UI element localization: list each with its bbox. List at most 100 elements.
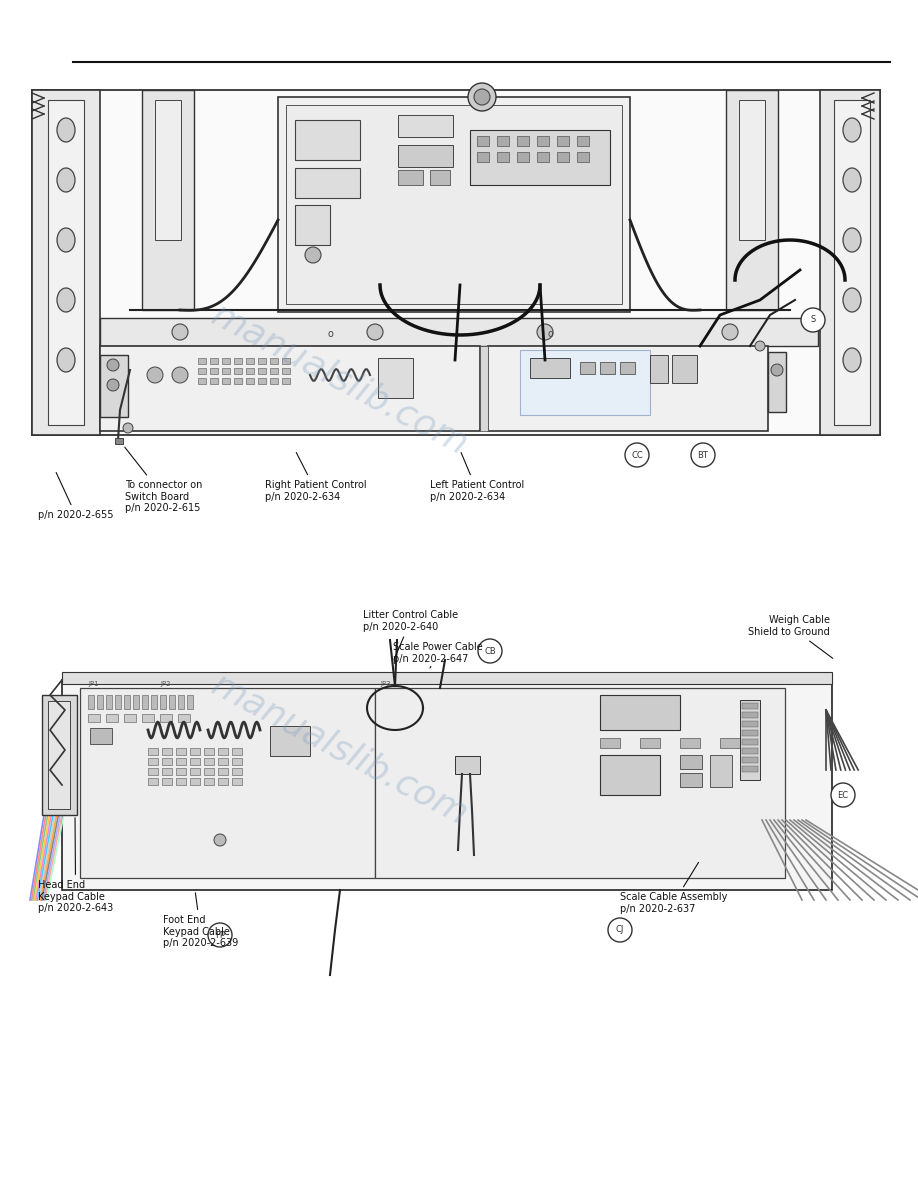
Bar: [204, 758, 214, 765]
Bar: [198, 368, 206, 374]
Bar: [742, 712, 758, 718]
Text: CJ: CJ: [616, 925, 624, 935]
Bar: [258, 368, 266, 374]
Text: JP3: JP3: [380, 681, 391, 687]
Bar: [190, 758, 200, 765]
Bar: [520, 350, 650, 415]
Bar: [176, 758, 186, 765]
Bar: [176, 778, 186, 785]
Bar: [97, 695, 103, 709]
Bar: [768, 352, 786, 412]
Bar: [620, 362, 635, 374]
Bar: [148, 767, 158, 775]
Text: Scale Cable Assembly
p/n 2020-2-637: Scale Cable Assembly p/n 2020-2-637: [620, 862, 727, 914]
Bar: [48, 701, 70, 809]
Circle shape: [468, 83, 496, 110]
Text: manualslib.com: manualslib.com: [206, 298, 474, 462]
Bar: [176, 748, 186, 756]
Bar: [124, 714, 136, 722]
Bar: [218, 778, 228, 785]
Bar: [234, 358, 242, 364]
Text: JP2: JP2: [160, 681, 171, 687]
Bar: [739, 100, 765, 240]
Bar: [430, 170, 450, 185]
Ellipse shape: [57, 168, 75, 192]
Bar: [100, 355, 128, 417]
Bar: [726, 90, 778, 310]
Bar: [88, 714, 100, 722]
Ellipse shape: [57, 118, 75, 143]
Text: o: o: [327, 329, 333, 339]
Bar: [204, 748, 214, 756]
Bar: [600, 695, 680, 729]
Text: FP: FP: [215, 930, 225, 940]
Bar: [162, 767, 172, 775]
Bar: [398, 145, 453, 168]
Bar: [222, 368, 230, 374]
Bar: [32, 90, 100, 435]
Bar: [455, 756, 480, 775]
Bar: [517, 152, 529, 162]
Bar: [222, 358, 230, 364]
Bar: [115, 695, 121, 709]
Bar: [470, 129, 610, 185]
Bar: [740, 700, 760, 781]
Text: p/n 2020-2-655: p/n 2020-2-655: [38, 473, 114, 520]
Bar: [162, 758, 172, 765]
Bar: [106, 695, 112, 709]
Circle shape: [474, 89, 490, 105]
Bar: [270, 358, 278, 364]
Bar: [600, 738, 620, 748]
Bar: [160, 714, 172, 722]
Bar: [820, 90, 880, 435]
Bar: [190, 778, 200, 785]
Bar: [210, 358, 218, 364]
Bar: [88, 695, 94, 709]
Bar: [282, 368, 290, 374]
Bar: [680, 773, 702, 786]
Bar: [210, 368, 218, 374]
Circle shape: [801, 308, 825, 331]
Bar: [187, 695, 193, 709]
Bar: [232, 778, 242, 785]
Ellipse shape: [843, 348, 861, 372]
Bar: [517, 135, 529, 146]
Bar: [210, 378, 218, 384]
Bar: [155, 100, 181, 240]
Bar: [600, 756, 660, 795]
Ellipse shape: [57, 348, 75, 372]
Bar: [222, 378, 230, 384]
Text: Foot End
Keypad Cable
p/n 2020-2-639: Foot End Keypad Cable p/n 2020-2-639: [163, 892, 239, 948]
Bar: [204, 767, 214, 775]
Circle shape: [107, 379, 119, 391]
Circle shape: [107, 359, 119, 371]
Circle shape: [771, 364, 783, 375]
Bar: [42, 695, 77, 815]
Ellipse shape: [57, 228, 75, 252]
Bar: [720, 738, 740, 748]
Bar: [742, 729, 758, 737]
Bar: [258, 378, 266, 384]
Bar: [100, 318, 818, 346]
Circle shape: [478, 639, 502, 663]
Bar: [142, 695, 148, 709]
Bar: [115, 438, 123, 444]
Ellipse shape: [843, 118, 861, 143]
Bar: [32, 90, 880, 435]
Bar: [218, 748, 228, 756]
Circle shape: [691, 443, 715, 467]
Bar: [169, 695, 175, 709]
Bar: [742, 739, 758, 745]
Bar: [142, 714, 154, 722]
Bar: [48, 100, 84, 425]
Bar: [497, 152, 509, 162]
Bar: [577, 152, 589, 162]
Bar: [204, 778, 214, 785]
Text: manualslib.com: manualslib.com: [206, 668, 474, 832]
Text: Scale Power Cable
p/n 2020-2-647: Scale Power Cable p/n 2020-2-647: [393, 642, 483, 668]
Bar: [234, 378, 242, 384]
Circle shape: [367, 324, 383, 340]
Text: o: o: [547, 329, 553, 339]
Bar: [148, 778, 158, 785]
Bar: [557, 152, 569, 162]
